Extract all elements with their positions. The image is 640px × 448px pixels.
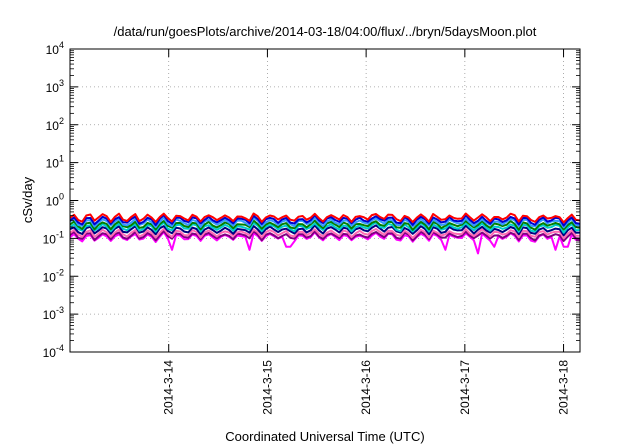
y-tick-label: 104 — [46, 40, 64, 57]
series-group — [69, 212, 581, 255]
chart-title: /data/run/goesPlots/archive/2014-03-18/0… — [114, 24, 537, 39]
series-line-4 — [69, 224, 581, 237]
y-tick-label: 100 — [46, 192, 64, 209]
series-line-7 — [69, 216, 581, 229]
y-tick-label: 10-1 — [43, 229, 64, 246]
series-line-5 — [69, 221, 581, 234]
x-tick-label: 2014-3-17 — [458, 360, 472, 415]
x-axis-ticks: 2014-3-14 2014-3-15 2014-3-16 2014-3-17 2014… — [162, 49, 571, 415]
y-axis-ticks: 10-4 10-3 10-2 10-1 100 101 102 103 104 — [43, 40, 580, 360]
x-tick-label: 2014-3-15 — [260, 360, 274, 415]
y-tick-label: 102 — [46, 116, 64, 133]
y-tick-label: 101 — [46, 154, 64, 171]
y-tick-label: 10-2 — [43, 267, 64, 284]
series-line-8 — [69, 214, 581, 227]
y-tick-label: 103 — [46, 78, 64, 95]
grid — [70, 49, 580, 352]
x-axis-label: Coordinated Universal Time (UTC) — [225, 429, 424, 444]
series-line-3 — [69, 227, 580, 240]
series-line-2 — [69, 230, 581, 242]
x-tick-label: 2014-3-18 — [557, 360, 571, 415]
y-axis-label: cSv/day — [20, 176, 35, 223]
y-tick-label: 10-4 — [43, 343, 64, 360]
x-tick-label: 2014-3-14 — [162, 360, 176, 415]
x-tick-label: 2014-3-16 — [359, 360, 373, 415]
series-line-9 — [69, 212, 581, 224]
y-tick-label: 10-3 — [43, 305, 64, 322]
series-line-6 — [69, 219, 581, 231]
